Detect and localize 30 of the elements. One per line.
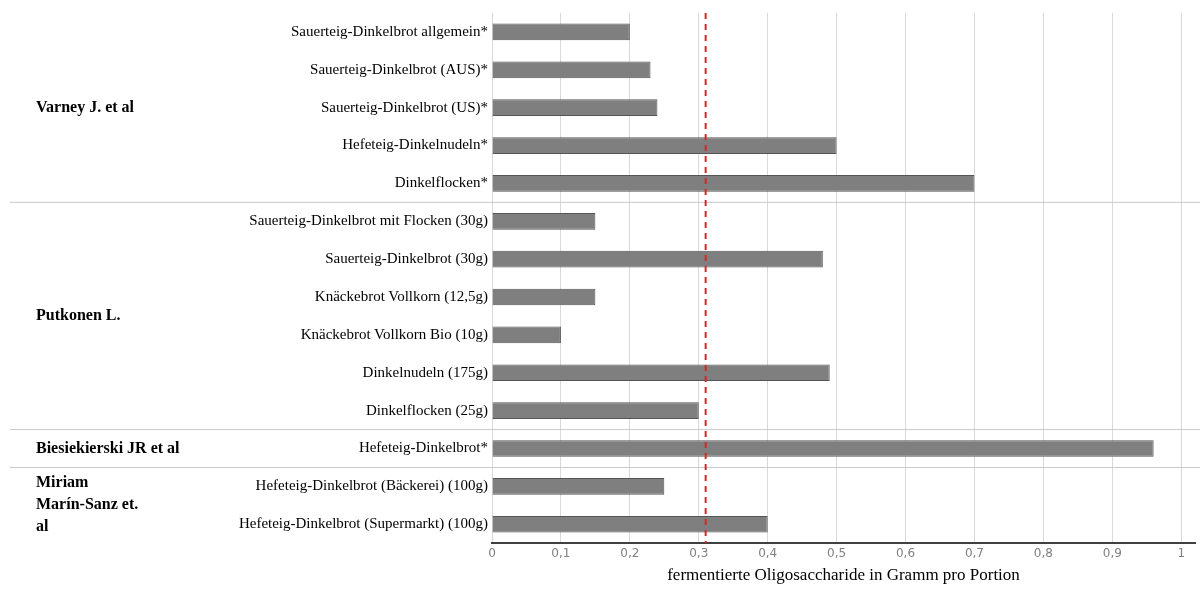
y-tick-label: Dinkelflocken* bbox=[394, 174, 488, 191]
x-tick-label: 0 bbox=[488, 545, 496, 560]
y-tick-label: Hefeteig-Dinkelbrot (Bäckerei) (100g) bbox=[255, 477, 488, 495]
x-tick-label: 0,9 bbox=[1102, 545, 1122, 560]
y-tick-label: Knäckebrot Vollkorn (12,5g) bbox=[314, 287, 488, 305]
y-tick-label: Dinkelnudeln (175g) bbox=[362, 363, 488, 381]
y-tick-label: Sauerteig-Dinkelbrot (US)* bbox=[320, 98, 488, 116]
y-tick-label: Sauerteig-Dinkelbrot (AUS)* bbox=[310, 60, 488, 78]
y-tick-label: Hefeteig-Dinkelbrot (Supermarkt) (100g) bbox=[238, 515, 488, 533]
text: Biesiekierski JR et al bbox=[36, 438, 181, 456]
x-tick-label: 0,6 bbox=[895, 545, 916, 560]
x-tick-label: 0,2 bbox=[620, 545, 640, 560]
y-tick-label: Sauerteig-Dinkelbrot (30g) bbox=[325, 250, 488, 268]
y-tick-label: Sauerteig-Dinkelbrot allgemein* bbox=[290, 22, 488, 39]
x-tick-label: 0,5 bbox=[827, 545, 847, 560]
x-axis-title: fermentierte Oligosaccharide in Gramm pro Portion bbox=[667, 565, 1021, 585]
x-tick-label: 1 bbox=[1177, 545, 1186, 560]
x-tick-label: 0,3 bbox=[689, 545, 709, 560]
x-tick-label: 0,8 bbox=[1033, 545, 1053, 560]
y-tick-label: Hefeteig-Dinkelnudeln* bbox=[342, 136, 488, 153]
text: Varney J. et al bbox=[36, 97, 135, 116]
text: Miriam Marín-Sanz et. al bbox=[36, 473, 139, 535]
y-tick-label: Dinkelflocken (25g) bbox=[365, 401, 488, 419]
x-tick-label: 0,1 bbox=[551, 545, 571, 560]
x-tick-label: 0,4 bbox=[758, 545, 778, 560]
y-tick-label: Sauerteig-Dinkelbrot mit Flocken (30g) bbox=[249, 212, 488, 230]
text: Putkonen L. bbox=[36, 306, 121, 324]
x-tick-label: 0,7 bbox=[964, 545, 984, 560]
y-tick-label: Hefeteig-Dinkelbrot* bbox=[358, 439, 488, 456]
y-tick-label: Knäckebrot Vollkorn Bio (10g) bbox=[300, 325, 488, 343]
